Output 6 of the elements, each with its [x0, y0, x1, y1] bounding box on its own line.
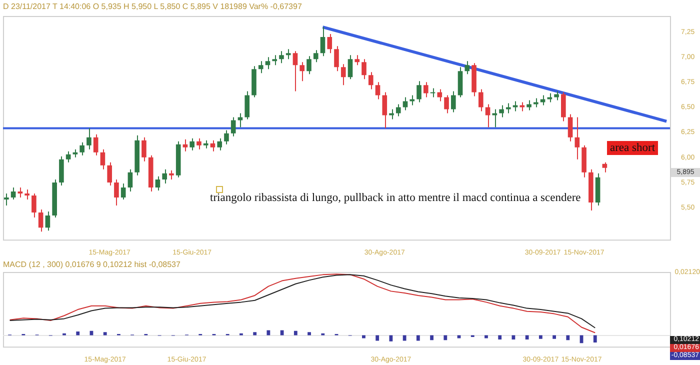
annotation: area short	[607, 141, 658, 155]
candlestick	[396, 104, 401, 117]
annotation: triangolo ribassista di lungo, pullback in atto mentre il macd continua a scendere	[210, 192, 581, 204]
chart-title: MACD (12 , 300) 0,01676 9 0,10212 hist -0,08537	[3, 260, 180, 269]
candlestick	[506, 102, 511, 114]
chart-subtitle: D 23/11/2017 T 14:40:06 O 5,935 H 5,950 L 5,850 C 5,895 V 181989 Var% -0,67397	[3, 2, 302, 11]
